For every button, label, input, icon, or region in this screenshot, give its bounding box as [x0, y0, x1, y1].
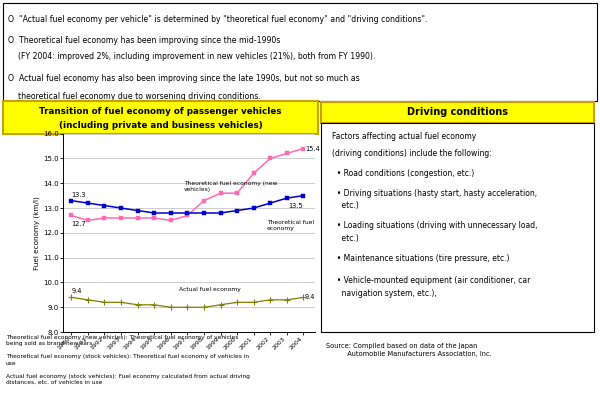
- Text: O  "Actual fuel economy per vehicle" is determined by "theoretical fuel economy": O "Actual fuel economy per vehicle" is d…: [8, 15, 427, 24]
- Text: Theoretical fuel economy (new
vehicles): Theoretical fuel economy (new vehicles): [184, 181, 277, 192]
- Text: 9.4: 9.4: [305, 294, 316, 300]
- Text: Source: Compiled based on data of the Japan
          Automobile Manufacturers A: Source: Compiled based on data of the Ja…: [326, 343, 492, 357]
- Text: Driving conditions: Driving conditions: [407, 107, 508, 118]
- Text: Transition of fuel economy of passenger vehicles: Transition of fuel economy of passenger …: [39, 107, 282, 116]
- Text: O  Actual fuel economy has also been improving since the late 1990s, but not so : O Actual fuel economy has also been impr…: [8, 74, 359, 83]
- Text: • Driving situations (hasty start, hasty acceleration,: • Driving situations (hasty start, hasty…: [332, 189, 537, 198]
- Text: Factors affecting actual fuel economy: Factors affecting actual fuel economy: [332, 132, 476, 141]
- FancyBboxPatch shape: [3, 3, 597, 101]
- Text: (FY 2004: improved 2%, including improvement in new vehicles (21%), both from FY: (FY 2004: improved 2%, including improve…: [8, 52, 375, 61]
- Text: • Vehicle-mounted equipment (air conditioner, car: • Vehicle-mounted equipment (air conditi…: [332, 275, 530, 285]
- Text: Actual fuel economy: Actual fuel economy: [179, 287, 241, 292]
- Text: (including private and business vehicles): (including private and business vehicles…: [59, 121, 262, 130]
- Text: etc.): etc.): [332, 234, 359, 243]
- Text: 12.7: 12.7: [71, 221, 86, 227]
- Text: 13.5: 13.5: [289, 202, 304, 209]
- FancyBboxPatch shape: [321, 123, 594, 332]
- FancyBboxPatch shape: [321, 102, 594, 123]
- Y-axis label: Fuel economy (km/l): Fuel economy (km/l): [34, 196, 40, 270]
- Text: Actual fuel economy (stock vehicles): Fuel economy calculated from actual drivin: Actual fuel economy (stock vehicles): Fu…: [6, 374, 250, 385]
- Text: Theoretical fuel
economy: Theoretical fuel economy: [267, 220, 314, 231]
- FancyBboxPatch shape: [3, 101, 318, 134]
- Text: navigation system, etc.),: navigation system, etc.),: [332, 289, 437, 298]
- Text: • Maintenance situations (tire pressure, etc.): • Maintenance situations (tire pressure,…: [332, 254, 509, 263]
- Text: 9.4: 9.4: [71, 288, 82, 294]
- Text: • Road conditions (congestion, etc.): • Road conditions (congestion, etc.): [332, 169, 474, 178]
- Text: 13.3: 13.3: [71, 192, 86, 198]
- Text: Theoretical fuel economy (stock vehicles): Theoretical fuel economy of vehicles : Theoretical fuel economy (stock vehicles…: [6, 354, 249, 365]
- Text: Theoretical fuel economy (new vehicles): Theoretical fuel economy of vehicles
be: Theoretical fuel economy (new vehicles):…: [6, 334, 238, 346]
- Text: (driving conditions) include the following:: (driving conditions) include the followi…: [332, 149, 491, 158]
- Text: theoretical fuel economy due to worsening driving conditions.: theoretical fuel economy due to worsenin…: [8, 92, 260, 101]
- Text: etc.): etc.): [332, 201, 359, 210]
- Text: O  Theoretical fuel economy has been improving since the mid-1990s: O Theoretical fuel economy has been impr…: [8, 36, 280, 44]
- Text: • Loading situations (driving with unnecessary load,: • Loading situations (driving with unnec…: [332, 221, 538, 230]
- Text: 15.4: 15.4: [305, 145, 320, 152]
